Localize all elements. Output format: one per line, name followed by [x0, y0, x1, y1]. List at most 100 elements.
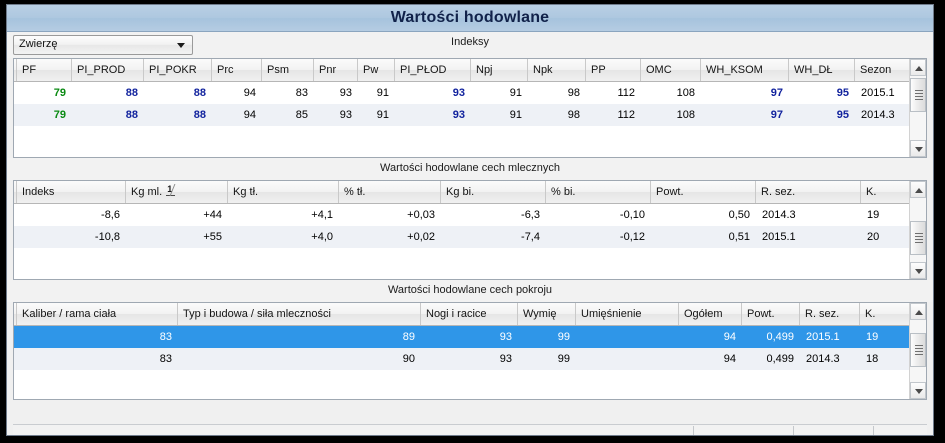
animal-select-dropdown[interactable]: Zwierzę [13, 35, 193, 55]
table-empty-area [14, 126, 909, 156]
table-cell: 0,499 [766, 331, 794, 343]
table-row[interactable]: -10,8 +55 +4,0 +0,02 -7,4 -0,12 0,51 2015.1 20 [14, 226, 909, 248]
column-header-k[interactable]: K. [861, 181, 909, 203]
table-cell: +4,0 [311, 231, 333, 243]
column-header-pw[interactable]: Pw [358, 59, 395, 81]
animal-select-value: Zwierzę [19, 38, 58, 50]
table-cell: 93 [339, 109, 352, 121]
scroll-down-arrow-icon[interactable] [910, 140, 926, 157]
column-header-label: Pnr [319, 64, 337, 76]
column-header-npj[interactable]: Npj [471, 59, 528, 81]
column-header-pf[interactable]: PF [16, 59, 72, 81]
table-cell: 18 [866, 353, 879, 365]
column-header-tł[interactable]: % tł. [339, 181, 441, 203]
column-header-pi-pokr[interactable]: PI_POKR [144, 59, 212, 81]
scroll-down-arrow-icon[interactable] [910, 262, 926, 279]
cechy-pokroju-scrollbar[interactable] [909, 303, 926, 399]
column-header-kg-tł[interactable]: Kg tł. [228, 181, 339, 203]
section-caption-indeksy: Indeksy [451, 36, 489, 48]
table-cell: 85 [295, 109, 308, 121]
scroll-up-arrow-icon[interactable] [910, 181, 926, 198]
column-header-pi-płod[interactable]: PI_PŁOD [395, 59, 471, 81]
table-cell: 2015.1 [806, 331, 840, 343]
table-cell [576, 326, 679, 348]
column-header-sezon[interactable]: Sezon [855, 59, 909, 81]
column-header-label: Pw [363, 64, 379, 76]
column-header-label: Kg bi. [446, 186, 475, 198]
table-cell: 99 [557, 331, 570, 343]
column-header-bi[interactable]: % bi. [546, 181, 651, 203]
column-header-npk[interactable]: Npk [528, 59, 586, 81]
column-header-row: Kaliber / rama ciała Typ i budowa / siła … [14, 303, 909, 326]
indeksy-grid: PF PI_PROD PI_POKR Prc Psm Pnr Pw PI_PŁOD Npj Npk… [13, 58, 927, 158]
table-cell: 91 [509, 109, 522, 121]
section-caption-pokroj: Wartości hodowlane cech pokroju [387, 284, 553, 296]
table-cell: 89 [402, 331, 415, 343]
column-header-r-sez[interactable]: R. sez. [756, 181, 861, 203]
scroll-up-arrow-icon[interactable] [910, 59, 926, 76]
column-header-pnr[interactable]: Pnr [314, 59, 358, 81]
column-header-powt[interactable]: Powt. [742, 303, 800, 325]
column-header-label: WH_KSOM [706, 64, 763, 76]
column-header-label: Kg ml. [131, 186, 163, 198]
column-header-pp[interactable]: PP [586, 59, 641, 81]
column-header-label: Kg tł. [233, 186, 259, 198]
column-header-label: Sezon [860, 64, 892, 76]
table-empty-area [14, 370, 909, 398]
scroll-thumb[interactable] [910, 221, 926, 255]
caption-bar-pokroj: Wartości hodowlane cech pokroju [7, 280, 933, 302]
column-header-wh-ksom[interactable]: WH_KSOM [701, 59, 789, 81]
column-header-label: Psm [267, 64, 289, 76]
breeding-values-window: Wartości hodowlane Zwierzę Indeksy PF PI_… [6, 4, 934, 436]
cechy-mleczne-scrollbar[interactable] [909, 181, 926, 279]
column-header-k[interactable]: K. [860, 303, 909, 325]
chevron-down-icon[interactable] [172, 36, 192, 54]
column-header-kaliber-rama-ciała[interactable]: Kaliber / rama ciała [16, 303, 178, 325]
column-header-kg-bi[interactable]: Kg bi. [441, 181, 546, 203]
column-header-label: PI_PROD [77, 64, 126, 76]
table-empty-area [14, 248, 909, 278]
column-header-label: Wymię [523, 308, 557, 320]
column-header-label: OMC [646, 64, 672, 76]
scroll-up-arrow-icon[interactable] [910, 303, 926, 320]
table-cell [576, 348, 679, 370]
column-header-omc[interactable]: OMC [641, 59, 701, 81]
table-cell: 79 [53, 109, 66, 121]
column-header-row: Indeks Kg ml. 1 Kg tł. % tł. Kg bi. % bi. Powt.… [14, 181, 909, 204]
column-header-prc[interactable]: Prc [212, 59, 262, 81]
column-header-nogi-i-racice[interactable]: Nogi i racice [421, 303, 518, 325]
column-header-pi-prod[interactable]: PI_PROD [72, 59, 144, 81]
table-row[interactable]: 83 89 93 99 94 0,499 2015.1 19 [14, 326, 909, 348]
table-row[interactable]: 79 88 88 94 83 93 91 93 91 98 112 108 97 95 2015.1 [14, 82, 909, 104]
column-header-wh-dł[interactable]: WH_DŁ [789, 59, 855, 81]
column-header-r-sez[interactable]: R. sez. [800, 303, 860, 325]
table-cell: 88 [125, 109, 138, 121]
column-header-label: Powt. [656, 186, 684, 198]
table-cell: 88 [193, 87, 206, 99]
table-cell: 88 [193, 109, 206, 121]
column-header-psm[interactable]: Psm [262, 59, 314, 81]
column-header-label: R. sez. [761, 186, 796, 198]
table-cell: 91 [376, 87, 389, 99]
indeksy-scrollbar[interactable] [909, 59, 926, 157]
column-header-label: Powt. [747, 308, 775, 320]
table-row[interactable]: 83 90 93 99 94 0,499 2014.3 18 [14, 348, 909, 370]
column-header-wymię[interactable]: Wymię [518, 303, 576, 325]
column-header-label: Prc [217, 64, 234, 76]
column-header-powt[interactable]: Powt. [651, 181, 756, 203]
table-cell: 108 [676, 87, 695, 99]
column-header-kg-ml[interactable]: Kg ml. 1 [126, 181, 228, 203]
column-header-indeks[interactable]: Indeks [16, 181, 126, 203]
table-cell: 79 [53, 87, 66, 99]
column-header-label: Typ i budowa / siła mleczności [183, 308, 331, 320]
scroll-thumb[interactable] [910, 78, 926, 112]
table-row[interactable]: 79 88 88 94 85 93 91 93 91 98 112 108 97 95 2014.3 [14, 104, 909, 126]
table-cell: 95 [836, 109, 849, 121]
scroll-down-arrow-icon[interactable] [910, 382, 926, 399]
column-header-ogółem[interactable]: Ogółem [679, 303, 742, 325]
table-row[interactable]: -8,6 +44 +4,1 +0,03 -6,3 -0,10 0,50 2014.3 19 [14, 204, 909, 226]
table-cell: 99 [557, 353, 570, 365]
column-header-umięśnienie[interactable]: Umięśnienie [576, 303, 679, 325]
column-header-typ-i-budowa-siła-mleczności[interactable]: Typ i budowa / siła mleczności [178, 303, 421, 325]
scroll-thumb[interactable] [910, 333, 926, 367]
